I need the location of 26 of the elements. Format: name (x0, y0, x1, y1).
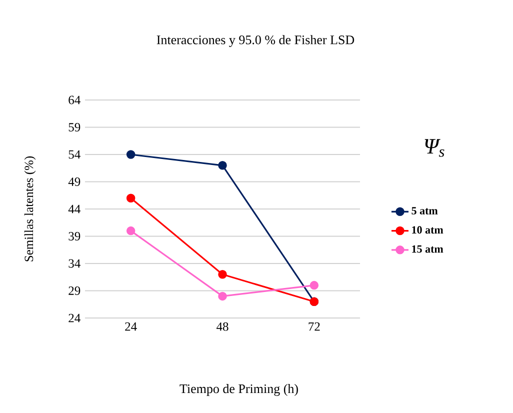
legend-label: 15 atm (412, 245, 444, 253)
x-tick-label: 24 (125, 322, 137, 331)
y-tick-label: 29 (68, 286, 80, 295)
point (126, 194, 136, 202)
point (218, 161, 227, 170)
y-tick-label: 34 (68, 259, 80, 268)
y-tick-label: 54 (68, 150, 80, 159)
legend-label: 10 atm (412, 226, 444, 234)
y-tick-label: 44 (68, 204, 80, 214)
x-tick-label: 72 (308, 322, 320, 331)
point (310, 280, 319, 290)
point (126, 150, 136, 159)
legend-title: Ψ$_{s}$ (424, 139, 444, 157)
y-axis-title: Semillas latentes (%) (24, 156, 36, 262)
point (218, 292, 227, 301)
legend-label: 5 atm (412, 207, 438, 214)
x-tick-label: 48 (216, 322, 228, 331)
x-axis-title: Tiempo de Priming (h) (180, 384, 298, 396)
chart-title: Interacciones y 95.0 % de Fisher LSD (156, 35, 354, 47)
y-tick-label: 24 (68, 314, 80, 322)
y-tick-label: 64 (68, 96, 80, 104)
y-tick-label: 39 (68, 232, 80, 240)
y-tick-label: 59 (68, 123, 80, 132)
point (218, 270, 227, 279)
y-tick-label: 49 (68, 178, 80, 186)
point (126, 226, 136, 236)
